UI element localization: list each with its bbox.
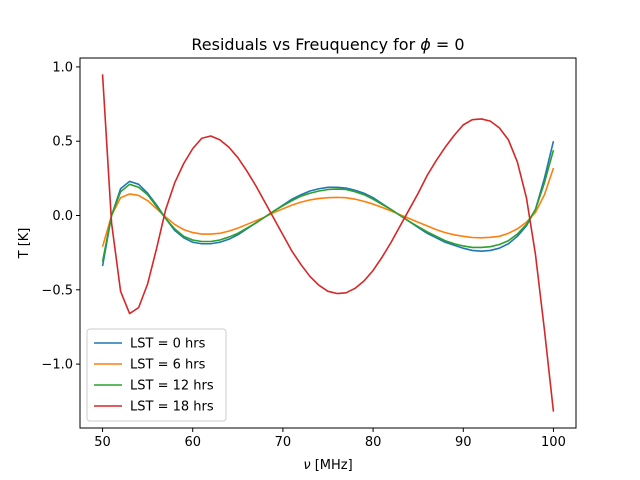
y-tick-label: 1.0 bbox=[52, 60, 73, 75]
x-axis-label: ν [MHz] bbox=[303, 458, 352, 473]
legend-label: LST = 6 hrs bbox=[130, 358, 206, 373]
series-lines bbox=[101, 74, 555, 412]
x-axis-ticks: 50 60 70 80 90 100 bbox=[94, 428, 566, 450]
legend: LST = 0 hrs LST = 6 hrs LST = 12 hrs LST = … bbox=[86, 328, 227, 422]
x-tick-label: 70 bbox=[275, 435, 292, 450]
legend-label: LST = 18 hrs bbox=[130, 400, 214, 415]
legend-label: LST = 12 hrs bbox=[130, 379, 214, 394]
series-line-1 bbox=[101, 167, 555, 247]
legend-label: LST = 0 hrs bbox=[130, 337, 206, 352]
y-tick-label: 0.0 bbox=[52, 209, 73, 224]
x-tick-label: 100 bbox=[541, 435, 566, 450]
x-tick-label: 80 bbox=[365, 435, 382, 450]
y-axis-ticks: 1.0 0.5 0.0 −0.5 −1.0 bbox=[41, 60, 80, 373]
y-tick-label: −1.0 bbox=[41, 358, 73, 373]
y-tick-label: −0.5 bbox=[41, 283, 73, 298]
series-line-0 bbox=[101, 141, 555, 267]
x-tick-label: 90 bbox=[455, 435, 472, 450]
series-line-2 bbox=[101, 149, 555, 262]
legend-box bbox=[86, 328, 227, 422]
y-tick-label: 0.5 bbox=[52, 135, 73, 150]
series-line-3 bbox=[101, 74, 555, 412]
x-tick-label: 50 bbox=[94, 435, 111, 450]
y-axis-label: T [K] bbox=[17, 228, 32, 260]
chart-title: Residuals vs Freuquency for ϕ = 0 bbox=[191, 35, 464, 54]
x-tick-label: 60 bbox=[184, 435, 201, 450]
